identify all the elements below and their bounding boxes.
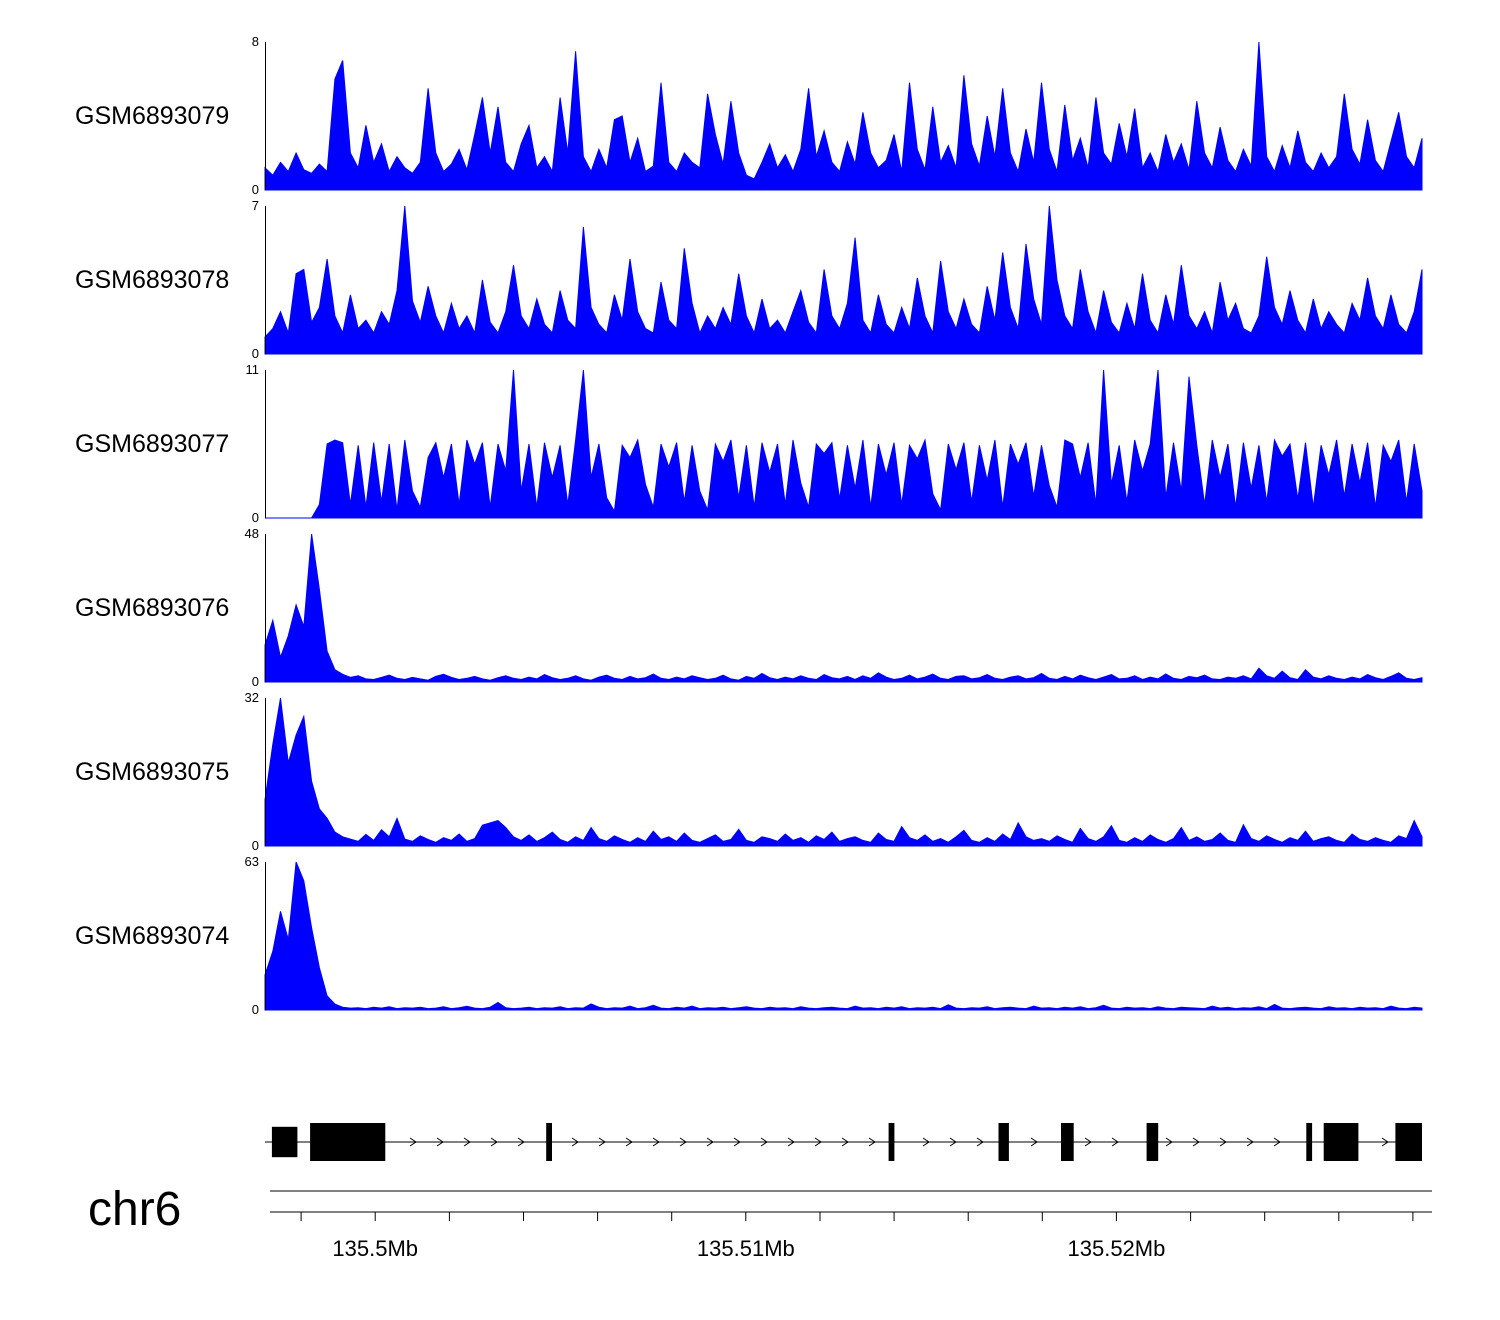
ymax-label: 11: [245, 362, 260, 377]
coverage-plot-GSM6893078: [264, 205, 1423, 355]
strand-arrow-icon: [760, 1137, 768, 1147]
track-label-GSM6893079: GSM6893079: [75, 102, 230, 130]
strand-arrow-icon: [1246, 1137, 1254, 1147]
ymin-label: 0: [251, 1002, 259, 1017]
strand-arrow-icon: [976, 1137, 984, 1147]
ymax-label: 7: [251, 198, 259, 213]
strand-arrow-icon: [841, 1137, 849, 1147]
chromosome-label: chr6: [88, 1183, 182, 1236]
strand-arrow-icon: [463, 1137, 471, 1147]
ymin-label: 0: [251, 838, 259, 853]
exon-box: [1306, 1123, 1313, 1161]
ymin-label: 0: [251, 674, 259, 689]
coverage-plot-GSM6893075: [264, 697, 1423, 847]
track-label-GSM6893075: GSM6893075: [75, 758, 230, 786]
ymax-label: 8: [251, 34, 259, 49]
strand-arrow-icon: [1030, 1137, 1038, 1147]
coverage-plot-GSM6893076: [264, 533, 1423, 683]
track-label-GSM6893076: GSM6893076: [75, 594, 230, 622]
strand-arrow-icon: [571, 1137, 579, 1147]
ymax-label: 32: [244, 690, 259, 705]
track-label-GSM6893078: GSM6893078: [75, 266, 230, 294]
strand-arrow-icon: [652, 1137, 660, 1147]
exon-box: [1395, 1123, 1422, 1161]
axis-tick-label: 135.5Mb: [332, 1236, 419, 1261]
strand-arrow-icon: [1165, 1137, 1173, 1147]
ymin-label: 0: [251, 346, 259, 361]
strand-arrow-icon: [1219, 1137, 1227, 1147]
strand-arrow-icon: [436, 1137, 444, 1147]
gene-model-track: [265, 1123, 1422, 1161]
axis-tick-label: 135.51Mb: [696, 1236, 795, 1261]
strand-arrow-icon: [679, 1137, 687, 1147]
strand-arrow-icon: [922, 1137, 930, 1147]
strand-arrow-icon: [1192, 1137, 1200, 1147]
coverage-plot-GSM6893077: [265, 369, 1423, 519]
track-label-GSM6893077: GSM6893077: [75, 430, 230, 458]
strand-arrow-icon: [1111, 1137, 1119, 1147]
strand-arrow-icon: [1084, 1137, 1092, 1147]
strand-arrow-icon: [868, 1137, 876, 1147]
strand-arrow-icon: [814, 1137, 822, 1147]
strand-arrow-icon: [517, 1137, 525, 1147]
strand-arrow-icon: [1381, 1137, 1389, 1147]
strand-arrow-icon: [706, 1137, 714, 1147]
strand-arrow-icon: [733, 1137, 741, 1147]
strand-arrow-icon: [409, 1137, 417, 1147]
strand-arrow-icon: [490, 1137, 498, 1147]
exon-box: [546, 1123, 552, 1161]
exon-box: [1323, 1123, 1359, 1161]
axis-tick-label: 135.52Mb: [1067, 1236, 1166, 1261]
exon-box: [888, 1123, 895, 1161]
ymax-label: 48: [244, 526, 259, 541]
strand-arrow-icon: [787, 1137, 795, 1147]
exon-box: [1146, 1123, 1159, 1161]
coverage-plot-GSM6893079: [264, 41, 1423, 191]
coverage-plot-GSM6893074: [264, 861, 1423, 1011]
exon-box: [310, 1123, 386, 1161]
strand-arrow-icon: [1273, 1137, 1281, 1147]
strand-arrow-icon: [949, 1137, 957, 1147]
ymin-label: 0: [251, 510, 259, 525]
strand-arrow-icon: [598, 1137, 606, 1147]
genome-axis: [270, 1190, 1432, 1221]
track-label-GSM6893074: GSM6893074: [75, 922, 230, 950]
ymin-label: 0: [251, 182, 259, 197]
exon-box: [1061, 1123, 1074, 1161]
exon-box: [998, 1123, 1009, 1161]
exon-box: [271, 1126, 298, 1158]
strand-arrow-icon: [625, 1137, 633, 1147]
ymax-label: 63: [244, 854, 259, 869]
